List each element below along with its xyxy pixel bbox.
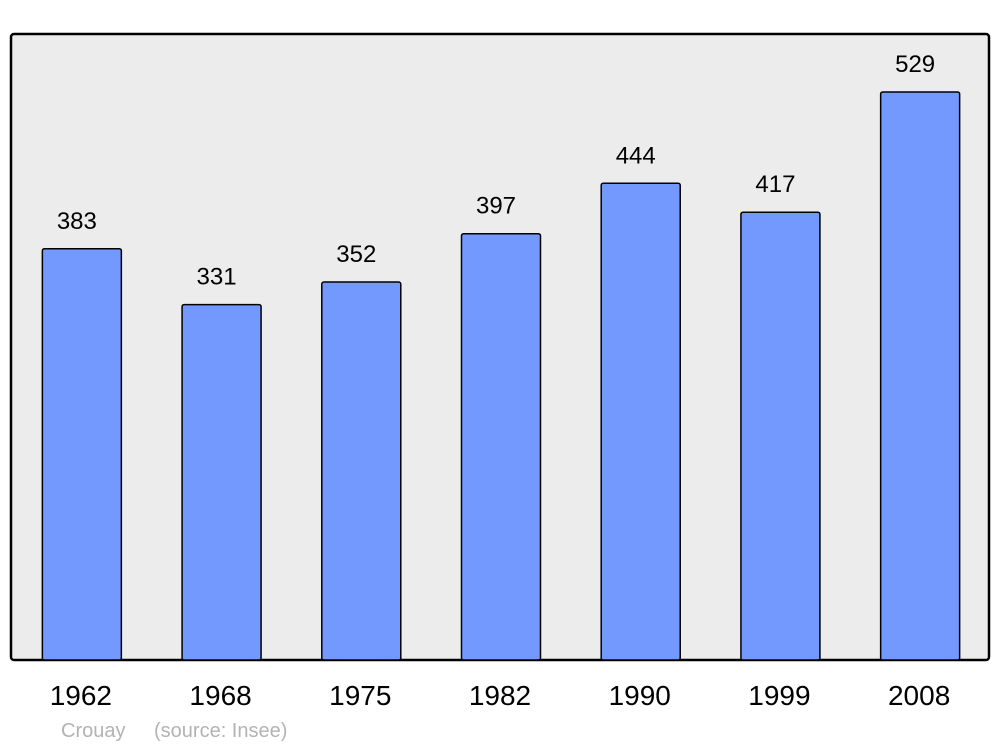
x-tick-label-1982: 1982 — [469, 680, 531, 711]
x-tick-label-2008: 2008 — [888, 680, 950, 711]
data-label-1999: 417 — [755, 171, 795, 198]
x-tick-label-1990: 1990 — [609, 680, 671, 711]
bar-1975 — [321, 281, 402, 661]
bar-1990 — [600, 182, 681, 661]
x-tick-label-1968: 1968 — [189, 680, 251, 711]
x-tick-label-1999: 1999 — [748, 680, 810, 711]
data-label-1968: 331 — [197, 264, 237, 291]
footer-source: (source: Insee) — [154, 720, 287, 742]
bar-1968 — [181, 303, 262, 661]
bar-1962 — [41, 248, 123, 661]
bar-2008 — [879, 91, 961, 661]
data-label-1982: 397 — [476, 193, 516, 220]
bar-1982 — [460, 232, 542, 661]
bar-1999 — [740, 211, 821, 661]
x-tick-label-1962: 1962 — [50, 680, 112, 711]
data-label-1975: 352 — [336, 241, 376, 268]
footer-place: Crouay — [61, 720, 125, 742]
data-label-1990: 444 — [616, 142, 656, 169]
data-label-1962: 383 — [57, 208, 97, 235]
data-label-2008: 529 — [895, 51, 935, 78]
x-tick-label-1975: 1975 — [329, 680, 391, 711]
